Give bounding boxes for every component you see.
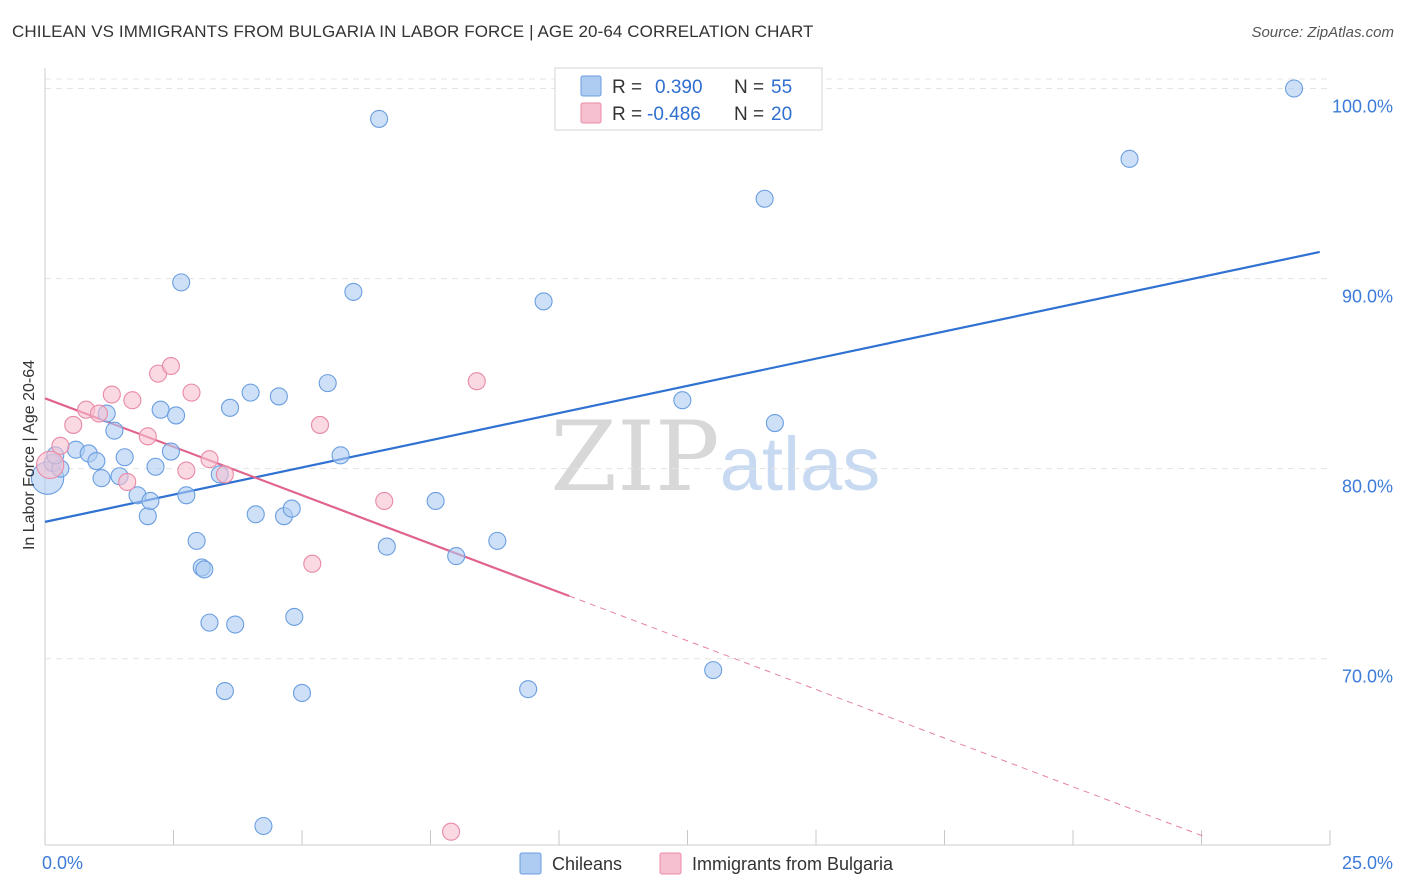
- point-chileans-46: [534, 292, 553, 311]
- bottom-legend-swatch-chileans: [519, 852, 542, 875]
- point-chileans-43: [447, 547, 466, 566]
- point-chileans-21: [187, 531, 206, 550]
- point-chileans-35: [285, 607, 304, 626]
- source-note: Source: ZipAtlas.com: [1251, 24, 1394, 41]
- point-chileans-6: [87, 452, 106, 471]
- x-tick-label-min: 0.0%: [42, 853, 83, 873]
- point-bulgaria-7: [123, 391, 142, 410]
- point-chileans-16: [151, 400, 170, 419]
- bottom-legend-label-bulgaria: Immigrants from Bulgaria: [692, 854, 894, 874]
- y-tick-label-90: 90.0%: [1342, 287, 1393, 307]
- y-tick-label-80: 80.0%: [1342, 477, 1393, 497]
- point-chileans-44: [488, 531, 507, 550]
- point-bulgaria-6: [118, 472, 137, 492]
- point-chileans-42: [426, 491, 445, 511]
- point-chileans-40: [370, 109, 389, 128]
- legend-n-value-chileans: 55: [771, 77, 792, 98]
- point-bulgaria-10: [161, 356, 180, 376]
- point-bulgaria-14: [215, 465, 234, 484]
- point-chileans-10: [115, 448, 134, 467]
- chart-title: CHILEAN VS IMMIGRANTS FROM BULGARIA IN L…: [12, 22, 814, 41]
- point-chileans-17: [161, 442, 180, 461]
- point-chileans-23: [195, 560, 214, 579]
- point-bulgaria-4: [89, 404, 109, 423]
- watermark: ZIP atlas: [550, 401, 880, 513]
- axes: 70.0% 80.0% 90.0% 100.0%: [44, 68, 1393, 846]
- legend-swatch-bulgaria: [580, 102, 602, 124]
- point-bulgaria-15: [303, 554, 322, 573]
- point-chileans-32: [269, 387, 288, 406]
- legend-n-label-chileans: N =: [734, 77, 764, 98]
- point-chileans-27: [220, 398, 240, 417]
- correlation-legend: R = 0.390 N = 55 R = -0.486 N = 20: [554, 67, 823, 131]
- point-chileans-51: [1120, 149, 1139, 168]
- point-bulgaria-11: [177, 461, 196, 480]
- point-bulgaria-13: [200, 450, 219, 469]
- legend-r-label-chileans: R =: [612, 77, 642, 98]
- point-chileans-19: [172, 273, 191, 292]
- point-bulgaria-17: [375, 491, 394, 511]
- gridlines: [45, 78, 1330, 660]
- point-bulgaria-19: [467, 372, 486, 391]
- point-chileans-34: [282, 499, 301, 518]
- point-chileans-9: [92, 469, 111, 488]
- point-chileans-45: [519, 680, 538, 699]
- point-chileans-13: [138, 507, 157, 526]
- data-points: [30, 79, 1304, 841]
- point-chileans-52: [1284, 79, 1304, 98]
- point-chileans-50: [765, 413, 784, 433]
- bottom-legend-swatch-bulgaria: [659, 852, 682, 875]
- point-bulgaria-0: [35, 450, 65, 480]
- point-chileans-24: [200, 613, 219, 632]
- point-chileans-29: [241, 383, 260, 402]
- point-chileans-48: [704, 661, 723, 680]
- series-legend: Chileans Immigrants from Bulgaria: [519, 852, 894, 875]
- legend-r-value-bulgaria: -0.486: [647, 104, 701, 125]
- point-bulgaria-2: [64, 415, 83, 434]
- point-chileans-15: [146, 457, 165, 476]
- point-bulgaria-8: [138, 427, 157, 446]
- point-chileans-49: [755, 189, 774, 208]
- point-bulgaria-12: [182, 383, 201, 402]
- trend-line-chileans: [44, 250, 1320, 523]
- y-tick-label-100: 100.0%: [1332, 97, 1393, 117]
- point-chileans-31: [254, 816, 273, 836]
- point-chileans-39: [344, 282, 363, 301]
- trend-lines: [44, 250, 1320, 838]
- point-chileans-37: [318, 374, 337, 393]
- point-bulgaria-18: [442, 822, 461, 841]
- legend-swatch-chileans: [580, 75, 602, 97]
- point-chileans-8: [105, 421, 124, 440]
- watermark-atlas: atlas: [720, 422, 881, 507]
- point-chileans-14: [141, 491, 160, 511]
- y-axis-label: In Labor Force | Age 20-64: [21, 360, 38, 550]
- y-tick-label-70: 70.0%: [1342, 667, 1393, 687]
- legend-r-label-bulgaria: R =: [612, 104, 642, 125]
- point-chileans-41: [377, 537, 396, 556]
- point-bulgaria-16: [310, 415, 330, 434]
- bottom-legend-label-chileans: Chileans: [552, 854, 622, 874]
- point-chileans-20: [177, 486, 196, 505]
- watermark-zip: ZIP: [550, 401, 719, 513]
- point-chileans-18: [167, 406, 186, 425]
- point-bulgaria-5: [102, 385, 121, 404]
- trend-line-bulgaria: [44, 397, 570, 598]
- trend-line-extension-bulgaria: [569, 595, 1207, 838]
- legend-n-label-bulgaria: N =: [734, 104, 764, 125]
- point-chileans-47: [673, 391, 692, 410]
- legend-r-value-chileans: 0.390: [655, 77, 703, 98]
- legend-n-value-bulgaria: 20: [771, 104, 792, 125]
- point-chileans-26: [215, 681, 234, 701]
- x-tick-label-max: 25.0%: [1342, 853, 1393, 873]
- point-chileans-38: [331, 446, 350, 465]
- point-chileans-36: [292, 683, 312, 702]
- point-chileans-30: [246, 505, 265, 524]
- point-chileans-28: [226, 615, 245, 634]
- point-bulgaria-1: [51, 436, 70, 455]
